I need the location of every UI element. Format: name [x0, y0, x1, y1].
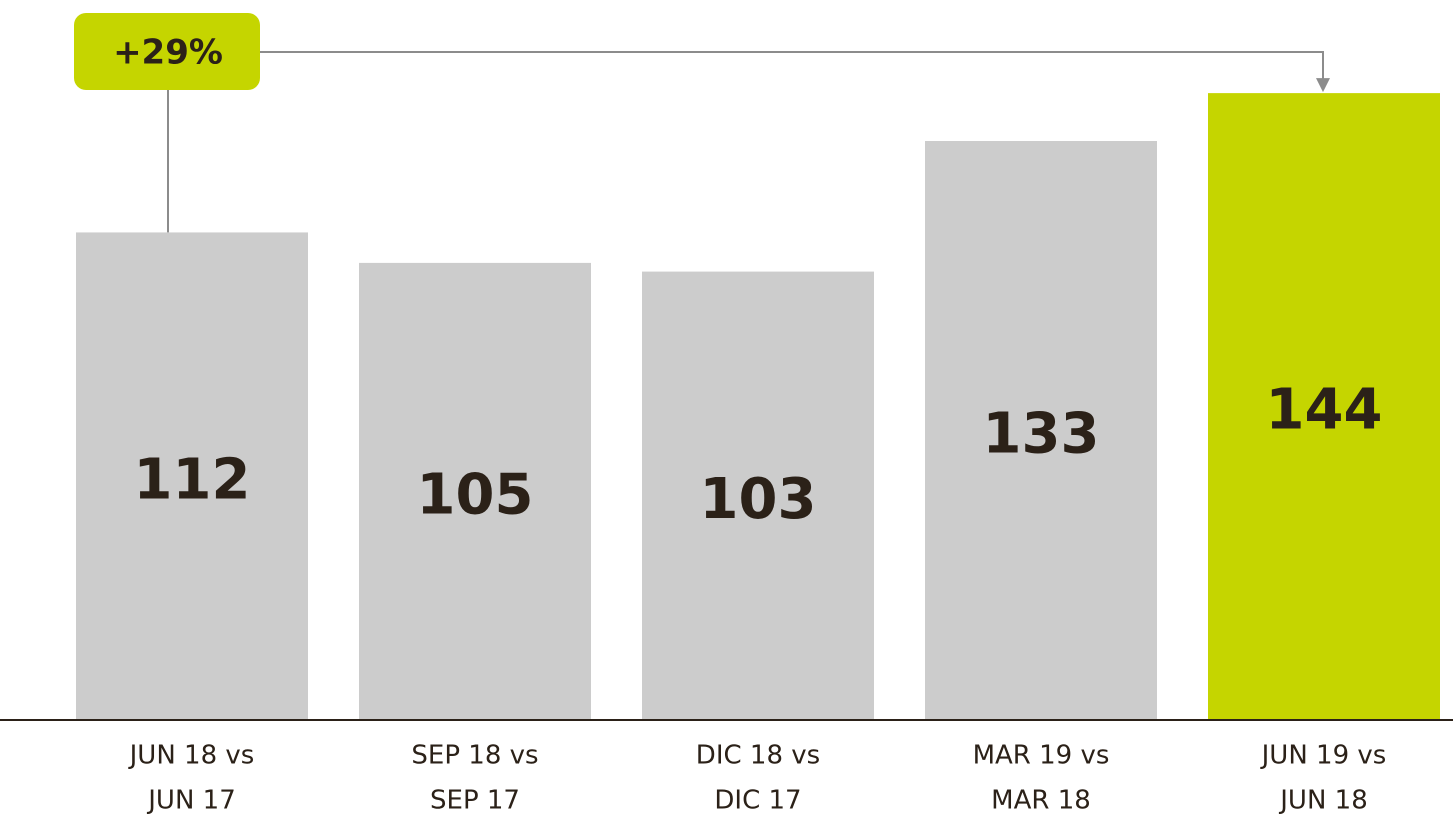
arrow-head — [1316, 78, 1330, 93]
x-tick-label: JUN 18 vs — [128, 741, 255, 771]
connector — [168, 51, 1324, 80]
annotation-box — [74, 13, 260, 90]
bar — [1208, 93, 1440, 721]
value-label: 112 — [134, 447, 251, 512]
bar — [359, 262, 591, 720]
bar — [642, 271, 874, 720]
x-tick-label: JUN 17 — [146, 786, 236, 816]
annotation-label: +29% — [113, 33, 223, 73]
x-tick-label: MAR 19 vs — [973, 741, 1110, 771]
value-label: 133 — [983, 402, 1100, 467]
value-label: 144 — [1266, 378, 1383, 443]
x-tick-label: DIC 18 vs — [696, 741, 820, 771]
value-label: 105 — [417, 463, 534, 528]
x-tick-label: MAR 18 — [991, 786, 1091, 816]
x-tick-label: JUN 18 — [1278, 786, 1368, 816]
x-tick-label: DIC 17 — [714, 786, 801, 816]
x-tick-label: SEP 17 — [430, 786, 520, 816]
value-label: 103 — [700, 467, 817, 532]
bar — [925, 141, 1157, 721]
x-tick-label: SEP 18 vs — [411, 741, 538, 771]
bar — [76, 232, 308, 720]
x-tick-label: JUN 19 vs — [1260, 741, 1387, 771]
